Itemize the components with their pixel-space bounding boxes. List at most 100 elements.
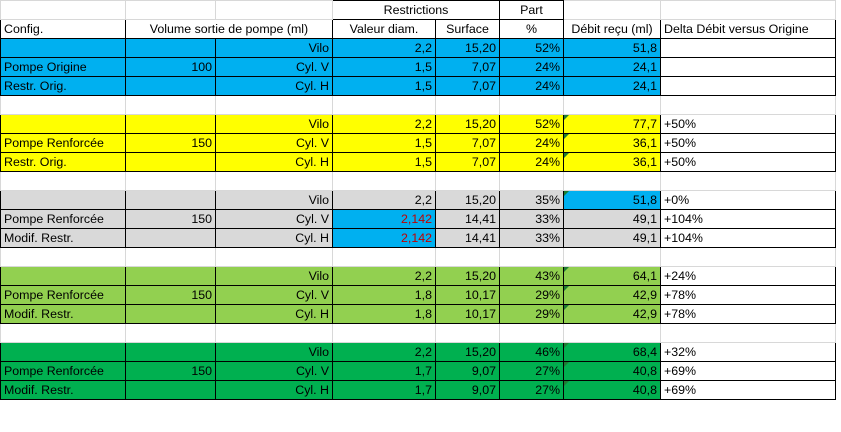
restriction-name-cell[interactable]: Cyl. H	[215, 152, 333, 172]
diam-cell[interactable]: 1,5	[332, 133, 436, 153]
part-cell[interactable]: 24%	[499, 76, 564, 96]
config-cell[interactable]: Modif. Restr.	[0, 380, 126, 400]
part-cell[interactable]: 29%	[499, 304, 564, 324]
restriction-name-cell[interactable]: Cyl. V	[215, 57, 333, 77]
header-diam[interactable]: Valeur diam.	[332, 19, 436, 39]
part-cell[interactable]: 29%	[499, 285, 564, 305]
restriction-name-cell[interactable]: Cyl. V	[215, 361, 333, 381]
surface-cell[interactable]: 14,41	[435, 228, 500, 248]
config-cell[interactable]: Pompe Renforcée	[0, 133, 126, 153]
debit-cell[interactable]: 77,7	[563, 114, 661, 134]
debit-cell[interactable]: 40,8	[563, 361, 661, 381]
part-cell[interactable]: 52%	[499, 38, 564, 58]
cell[interactable]	[125, 247, 216, 267]
debit-cell[interactable]: 24,1	[563, 57, 661, 77]
config-cell[interactable]: Pompe Renforcée	[0, 361, 126, 381]
diam-cell[interactable]: 2,2	[332, 342, 436, 362]
restriction-name-cell[interactable]: Cyl. V	[215, 133, 333, 153]
debit-cell[interactable]: 42,9	[563, 285, 661, 305]
cell[interactable]	[563, 171, 661, 191]
surface-cell[interactable]: 15,20	[435, 190, 500, 210]
header-volume[interactable]: Volume sortie de pompe (ml)	[125, 19, 333, 39]
part-cell[interactable]: 24%	[499, 133, 564, 153]
cell[interactable]	[125, 323, 216, 343]
volume-cell[interactable]	[125, 152, 216, 172]
diam-cell[interactable]: 1,8	[332, 304, 436, 324]
restriction-name-cell[interactable]: Vilo	[215, 342, 333, 362]
volume-cell[interactable]: 150	[125, 209, 216, 229]
cell[interactable]	[215, 323, 333, 343]
debit-cell[interactable]: 68,4	[563, 342, 661, 362]
part-cell[interactable]: 46%	[499, 342, 564, 362]
debit-cell[interactable]: 24,1	[563, 76, 661, 96]
part-cell[interactable]: 27%	[499, 380, 564, 400]
config-cell[interactable]: Restr. Orig.	[0, 152, 126, 172]
part-cell[interactable]: 43%	[499, 266, 564, 286]
cell[interactable]	[215, 247, 333, 267]
cell[interactable]	[435, 95, 500, 115]
config-cell[interactable]: Modif. Restr.	[0, 228, 126, 248]
cell[interactable]	[660, 323, 836, 343]
diam-cell[interactable]: 2,2	[332, 114, 436, 134]
cell[interactable]	[499, 323, 564, 343]
restriction-name-cell[interactable]: Cyl. H	[215, 380, 333, 400]
volume-cell[interactable]: 150	[125, 133, 216, 153]
config-cell[interactable]	[0, 190, 126, 210]
diam-cell[interactable]: 1,8	[332, 285, 436, 305]
debit-cell[interactable]: 40,8	[563, 380, 661, 400]
part-cell[interactable]: 33%	[499, 209, 564, 229]
surface-cell[interactable]: 15,20	[435, 266, 500, 286]
delta-cell[interactable]: +69%	[660, 361, 836, 381]
restriction-name-cell[interactable]: Cyl. H	[215, 304, 333, 324]
delta-cell[interactable]: +24%	[660, 266, 836, 286]
cell[interactable]	[563, 95, 661, 115]
config-cell[interactable]: Pompe Renforcée	[0, 209, 126, 229]
cell[interactable]	[0, 323, 126, 343]
debit-cell[interactable]: 51,8	[563, 38, 661, 58]
diam-cell[interactable]: 2,142	[332, 228, 436, 248]
cell[interactable]	[435, 247, 500, 267]
restriction-name-cell[interactable]: Cyl. H	[215, 228, 333, 248]
diam-cell[interactable]: 2,2	[332, 190, 436, 210]
restriction-name-cell[interactable]: Vilo	[215, 38, 333, 58]
volume-cell[interactable]	[125, 190, 216, 210]
cell[interactable]	[215, 0, 333, 20]
surface-cell[interactable]: 15,20	[435, 342, 500, 362]
part-cell[interactable]: 24%	[499, 57, 564, 77]
diam-cell[interactable]: 1,5	[332, 57, 436, 77]
cell[interactable]	[563, 0, 661, 20]
surface-cell[interactable]: 7,07	[435, 76, 500, 96]
cell[interactable]	[0, 0, 126, 20]
config-cell[interactable]	[0, 266, 126, 286]
header-config[interactable]: Config.	[0, 19, 126, 39]
header-pct[interactable]: %	[499, 19, 564, 39]
delta-cell[interactable]: +78%	[660, 304, 836, 324]
cell[interactable]	[332, 247, 436, 267]
delta-cell[interactable]: +50%	[660, 114, 836, 134]
cell[interactable]	[435, 323, 500, 343]
cell[interactable]	[0, 95, 126, 115]
diam-cell[interactable]: 1,5	[332, 76, 436, 96]
restriction-name-cell[interactable]: Vilo	[215, 190, 333, 210]
delta-cell[interactable]: +104%	[660, 228, 836, 248]
config-cell[interactable]: Modif. Restr.	[0, 304, 126, 324]
volume-cell[interactable]	[125, 114, 216, 134]
config-cell[interactable]	[0, 342, 126, 362]
cell[interactable]	[332, 323, 436, 343]
cell[interactable]	[435, 171, 500, 191]
diam-cell[interactable]: 1,5	[332, 152, 436, 172]
delta-cell[interactable]	[660, 38, 836, 58]
surface-cell[interactable]: 10,17	[435, 304, 500, 324]
surface-cell[interactable]: 7,07	[435, 133, 500, 153]
cell[interactable]	[563, 323, 661, 343]
debit-cell[interactable]: 49,1	[563, 209, 661, 229]
restriction-name-cell[interactable]: Vilo	[215, 266, 333, 286]
volume-cell[interactable]	[125, 342, 216, 362]
cell[interactable]	[215, 95, 333, 115]
diam-cell[interactable]: 1,7	[332, 361, 436, 381]
delta-cell[interactable]: +78%	[660, 285, 836, 305]
delta-cell[interactable]: +104%	[660, 209, 836, 229]
cell[interactable]	[660, 171, 836, 191]
part-cell[interactable]: 33%	[499, 228, 564, 248]
cell[interactable]	[563, 247, 661, 267]
